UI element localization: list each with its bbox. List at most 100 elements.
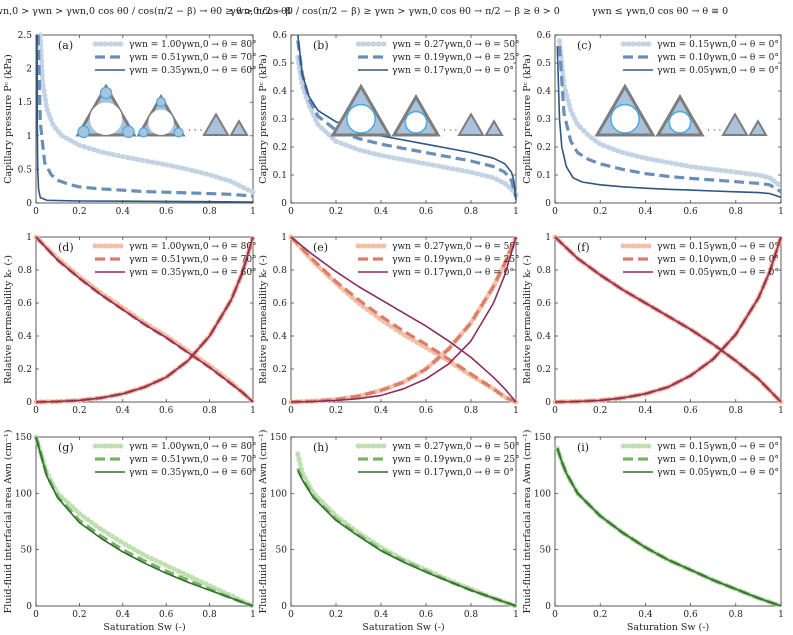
series-2-line (34, 436, 254, 608)
y-tick-label: 0 (281, 398, 287, 408)
pore-sketch-1-corner-1 (77, 125, 90, 139)
y-tick-label: 0.6 (273, 299, 288, 309)
series-3-line (35, 436, 254, 607)
column-header-1: γwn,0 > γwn > γwn,0 cos θ0 / cos(π/2 − β… (0, 6, 291, 17)
x-tick-label: 0.8 (202, 406, 217, 416)
x-tick-label: 0.8 (729, 207, 744, 217)
axes-frame (554, 236, 782, 403)
y-tick-label: 50 (21, 546, 33, 556)
y-tick-label: 0.5 (537, 59, 552, 69)
x-tick-label: 0.6 (419, 610, 434, 620)
x-tick-label: 0 (33, 610, 39, 620)
series-3-line (36, 34, 254, 203)
panel-label: (d) (58, 241, 74, 254)
x-tick-label: 0.2 (72, 207, 86, 217)
series-2-line (296, 40, 518, 198)
y-tick-label: 0 (545, 199, 551, 209)
pore-sketch-4-triangle (484, 119, 504, 136)
x-tick-label: 0 (288, 406, 294, 416)
pore-sketch-3-triangle (457, 112, 485, 136)
x-tick-label: 0.2 (72, 610, 86, 620)
y-tick-label: 50 (276, 546, 288, 556)
pore-sketch-1-bubble (89, 102, 123, 135)
panel-label: (h) (313, 441, 329, 454)
x-tick-label: 0.6 (683, 406, 698, 416)
panel-a: 0 0.2 0.4 0.6 0.8 1 0 0.5 1 1.5 2 2.5 Capillary pres… (3, 31, 257, 217)
axes-frame (554, 436, 782, 607)
y-tick-label: 0.6 (537, 31, 552, 41)
x-tick-label: 0.4 (638, 610, 653, 620)
x-tick-label: 0.4 (374, 207, 389, 217)
x-tick-label: 0 (33, 406, 39, 416)
legend-label-1: γwn = 0.15γwn,0 → θ = 0° (657, 40, 779, 50)
panel-label: (f) (577, 241, 590, 254)
y-tick-label: 100 (15, 489, 32, 499)
x-tick-label: 0 (552, 406, 558, 416)
pore-sketch-ellipsis: · · · (443, 126, 457, 136)
y-tick-label: 1 (281, 233, 287, 243)
x-tick-label: 1 (778, 406, 784, 416)
y-tick-label: 0 (281, 199, 287, 209)
legend-label-3: γwn = 0.17γwn,0 → θ = 0° (392, 66, 514, 76)
y-tick-label: 0.3 (273, 115, 288, 125)
y-tick-label: 0.4 (537, 332, 552, 342)
x-tick-label: 0.8 (729, 406, 744, 416)
legend-label-3: γwn = 0.17γwn,0 → θ = 0° (392, 268, 514, 278)
x-axis-label: Saturation Sw (-) (103, 622, 185, 633)
series-3-line-nonwetting (35, 236, 254, 403)
series-3-line (554, 236, 782, 403)
legend-label-1: γwn = 1.00γwn,0 → θ = 80° (129, 442, 257, 452)
x-tick-label: 0.4 (116, 406, 131, 416)
series-1-line (33, 434, 256, 609)
x-tick-label: 0.4 (638, 207, 653, 217)
series-2-line (289, 235, 517, 404)
x-axis-label: Saturation Sw (-) (362, 622, 444, 633)
y-tick-label: 1 (26, 233, 32, 243)
x-tick-label: 0.8 (464, 406, 479, 416)
y-tick-label: 0.4 (273, 87, 288, 97)
legend-label-3: γwn = 0.35γwn,0 → θ = 60° (129, 66, 257, 76)
legend-label-2: γwn = 0.51γwn,0 → θ = 70° (129, 53, 257, 63)
y-tick-label: 0.2 (537, 365, 551, 375)
axes-frame (35, 236, 254, 403)
legend-label-1: γwn = 0.27γwn,0 → θ = 50° (392, 442, 520, 452)
y-tick-label: 150 (15, 433, 32, 443)
x-tick-label: 0.6 (683, 610, 698, 620)
legend-label-1: γwn = 0.15γwn,0 → θ = 0° (657, 442, 779, 452)
x-tick-label: 0.6 (419, 406, 434, 416)
y-tick-label: 150 (270, 433, 287, 443)
y-tick-label: 0.5 (273, 59, 288, 69)
y-axis-label: Fluid-fluid interfacial area Awn (cm⁻¹) (258, 430, 269, 614)
legend-label-2: γwn = 0.10γwn,0 → θ = 0° (657, 53, 779, 63)
legend-label-3: γwn = 0.35γwn,0 → θ = 60° (129, 468, 257, 478)
axes-frame (290, 236, 517, 403)
y-tick-label: 0 (545, 602, 551, 612)
x-tick-label: 0.6 (159, 610, 174, 620)
y-tick-label: 0 (545, 398, 551, 408)
pore-sketch-1-bubble (610, 103, 640, 134)
y-axis-label: Relative permeability kᵣ (-) (3, 255, 14, 384)
panel-label: (i) (577, 441, 589, 454)
y-tick-label: 0 (26, 398, 32, 408)
y-tick-label: 0 (281, 602, 287, 612)
x-tick-label: 0.6 (419, 207, 434, 217)
x-tick-label: 0.2 (329, 207, 343, 217)
x-tick-label: 0 (33, 207, 39, 217)
pore-sketch-1-corner-0 (99, 86, 113, 100)
x-tick-label: 0.8 (729, 610, 744, 620)
y-tick-label: 0.8 (18, 266, 33, 276)
legend-label-2: γwn = 0.10γwn,0 → θ = 0° (657, 255, 779, 265)
x-tick-label: 1 (250, 406, 256, 416)
panel-d: 0 0.2 0.4 0.6 0.8 1 0 0.2 0.4 0.6 0.8 1 Relative per… (3, 233, 257, 416)
legend-label-2: γwn = 0.51γwn,0 → θ = 70° (129, 455, 257, 465)
y-tick-label: 0 (26, 602, 32, 612)
legend-label-3: γwn = 0.05γwn,0 → θ = 0° (657, 468, 779, 478)
y-tick-label: 150 (534, 433, 551, 443)
y-tick-label: 0.6 (18, 299, 33, 309)
y-axis-label: Relative permeability kᵣ (-) (522, 255, 533, 384)
pore-sketch-2-bubble (148, 109, 174, 135)
panel-label: (b) (313, 39, 329, 52)
